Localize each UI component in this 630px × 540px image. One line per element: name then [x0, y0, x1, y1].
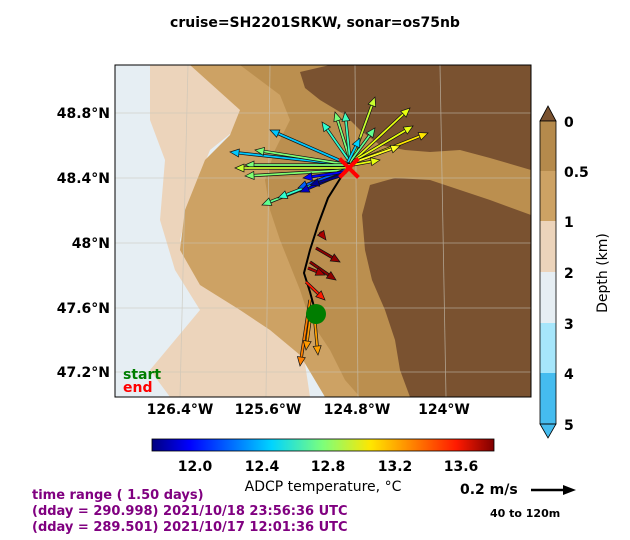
velocity-vector — [315, 247, 333, 259]
lat-axis: 48.8°N 48.4°N 48°N 47.6°N 47.2°N — [57, 106, 110, 381]
map-panel — [115, 65, 531, 397]
time-start: (dday = 289.501) 2021/10/17 12:01:36 UTC — [32, 520, 348, 535]
lat-tick: 48°N — [72, 236, 110, 252]
velocity-vector — [263, 150, 351, 166]
lon-tick: 126.4°W — [147, 402, 214, 418]
velocity-vector — [318, 175, 341, 184]
ship-track — [302, 162, 351, 315]
velocity-vector-head — [299, 184, 311, 193]
start-label: start — [123, 367, 161, 383]
temperature-colorbar: 12.0 12.4 12.8 13.2 13.6 ADCP temperatur… — [151, 438, 495, 495]
land-vancouver-island — [300, 65, 531, 170]
end-marker — [338, 157, 360, 179]
depth-tick: 2 — [564, 266, 574, 282]
temp-colorbar-label: ADCP temperature, °C — [245, 479, 402, 495]
velocity-vector-head — [261, 197, 273, 206]
end-label: end — [123, 380, 152, 396]
velocity-vector — [349, 134, 371, 163]
depth-tick: 0 — [564, 115, 574, 131]
land-olympic-peninsula — [362, 178, 531, 397]
depth-colorbar: 0 0.5 1 2 3 4 5 Depth (km) — [539, 105, 611, 439]
lat-tick: 48.4°N — [57, 171, 110, 187]
velocity-vector-head — [296, 356, 306, 367]
figure-title: cruise=SH2201SRKW, sonar=os75nb — [170, 15, 460, 31]
velocity-vector — [277, 132, 351, 166]
depth-tick: 1 — [564, 215, 574, 231]
velocity-vector-head — [389, 144, 401, 154]
velocity-vector-head — [321, 121, 332, 133]
map-frame — [114, 64, 532, 398]
lon-tick: 124.8°W — [324, 402, 391, 418]
velocity-vector — [309, 261, 330, 276]
scale-depth-range: 40 to 120m — [490, 507, 560, 520]
velocity-vector-head — [302, 172, 313, 182]
temp-tick: 12.0 — [178, 459, 213, 475]
velocity-vector-head — [277, 190, 289, 199]
velocity-vector — [305, 281, 320, 295]
time-range: time range ( 1.50 days) — [32, 488, 204, 503]
velocity-vector-head — [329, 253, 341, 263]
velocity-vector-head — [341, 111, 351, 122]
velocity-vector-head — [244, 170, 255, 180]
velocity-vector-head — [417, 132, 429, 141]
velocity-vector-head — [400, 107, 411, 118]
depth-tick: 5 — [564, 418, 574, 434]
velocity-vector-head — [365, 127, 376, 139]
velocity-vector-head — [302, 340, 312, 351]
lat-tick: 48.8°N — [57, 106, 110, 122]
velocity-vector-head — [312, 345, 322, 356]
start-marker — [306, 304, 326, 324]
time-end: (dday = 290.998) 2021/10/18 23:56:36 UTC — [32, 504, 348, 519]
lon-tick: 125.6°W — [235, 402, 302, 418]
velocity-vector — [253, 169, 349, 177]
velocity-vector — [351, 129, 406, 163]
velocity-vector — [351, 113, 405, 163]
depth-tick: 0.5 — [564, 165, 589, 181]
velocity-vector — [326, 128, 351, 163]
temp-tick: 12.8 — [311, 459, 346, 475]
depth-tick: 4 — [564, 367, 574, 383]
depth-tick: 3 — [564, 317, 574, 333]
velocity-vector-head — [309, 177, 321, 187]
lon-tick: 124°W — [418, 402, 470, 418]
velocity-vector — [347, 145, 357, 163]
velocity-vector-head — [316, 229, 327, 241]
temp-tick: 13.6 — [444, 459, 479, 475]
velocity-vector-head — [333, 111, 343, 123]
depth-colorbar-label: Depth (km) — [595, 233, 611, 313]
lat-tick: 47.6°N — [57, 301, 110, 317]
lon-axis: 126.4°W 125.6°W 124.8°W 124°W — [147, 402, 470, 418]
velocity-vector-head — [367, 96, 377, 108]
velocity-vector-head — [269, 129, 281, 138]
scale-key: 0.2 m/s 40 to 120m — [460, 482, 576, 520]
velocity-vector-head — [254, 146, 265, 156]
velocity-vector-head — [351, 137, 361, 149]
velocity-vector — [307, 267, 318, 273]
lat-tick: 47.2°N — [57, 365, 110, 381]
velocity-vector — [311, 171, 345, 178]
velocity-vector-head — [325, 270, 337, 281]
velocity-vector-head — [369, 157, 381, 167]
velocity-vector-head — [234, 163, 245, 173]
depth-colorbar-bottom-extend — [539, 423, 557, 439]
velocity-vector-head — [402, 125, 414, 135]
velocity-vector-head — [315, 290, 326, 301]
temp-tick: 13.2 — [378, 459, 413, 475]
abyssal-plain — [150, 65, 310, 397]
depth-colorbar-top-extend — [539, 105, 557, 122]
scale-label: 0.2 m/s — [460, 482, 518, 498]
velocity-vector-head — [314, 267, 326, 276]
time-info: time range ( 1.50 days) (dday = 290.998)… — [32, 488, 348, 535]
velocity-vector-head — [229, 148, 240, 158]
velocity-vector — [345, 120, 351, 161]
temp-tick: 12.4 — [245, 459, 280, 475]
